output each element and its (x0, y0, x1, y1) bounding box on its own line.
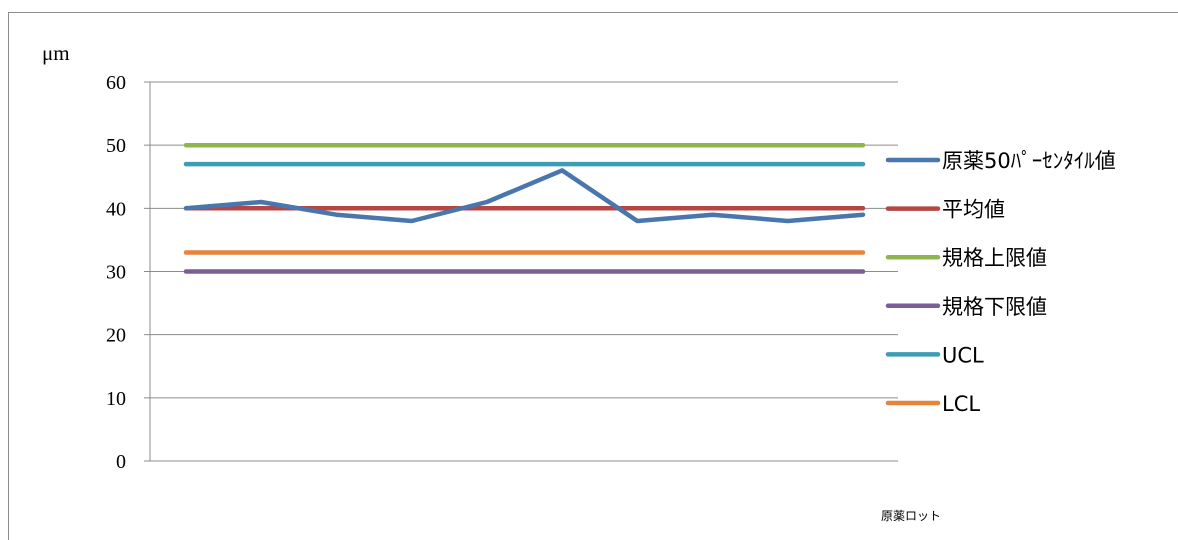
series-line-0 (183, 168, 866, 224)
legend-item-0: 原薬50ﾊﾟｰｾﾝﾀｲﾙ値 (885, 149, 1116, 173)
y-tick-label-40: 40 (106, 198, 126, 220)
y-tick-label-10: 10 (106, 388, 126, 410)
y-axis-ticks: 0 10 20 30 40 50 60 (106, 72, 126, 473)
chart-frame (8, 12, 1178, 540)
legend-label-4: UCL (942, 343, 984, 367)
legend-item-3: 規格下限値 (885, 295, 1047, 319)
y-tick-label-50: 50 (106, 135, 126, 157)
legend-label-5: LCL (942, 392, 980, 416)
y-axis-label: μm (42, 41, 70, 65)
x-axis-label: 原薬ロット (881, 509, 941, 523)
legend-item-1: 平均値 (885, 198, 1005, 222)
series-lines (183, 142, 866, 274)
legend-label-0: 原薬50ﾊﾟｰｾﾝﾀｲﾙ値 (942, 149, 1116, 173)
y-tick-label-20: 20 (106, 325, 126, 347)
legend-label-3: 規格下限値 (942, 295, 1047, 319)
legend-item-4: UCL (885, 343, 984, 367)
y-tick-label-30: 30 (106, 262, 126, 284)
legend-item-5: LCL (885, 392, 980, 416)
y-tick-label-0: 0 (116, 451, 126, 473)
legend-label-2: 規格上限値 (942, 246, 1047, 270)
y-tick-label-60: 60 (106, 72, 126, 94)
legend-item-2: 規格上限値 (885, 246, 1047, 270)
legend-label-1: 平均値 (942, 198, 1005, 222)
